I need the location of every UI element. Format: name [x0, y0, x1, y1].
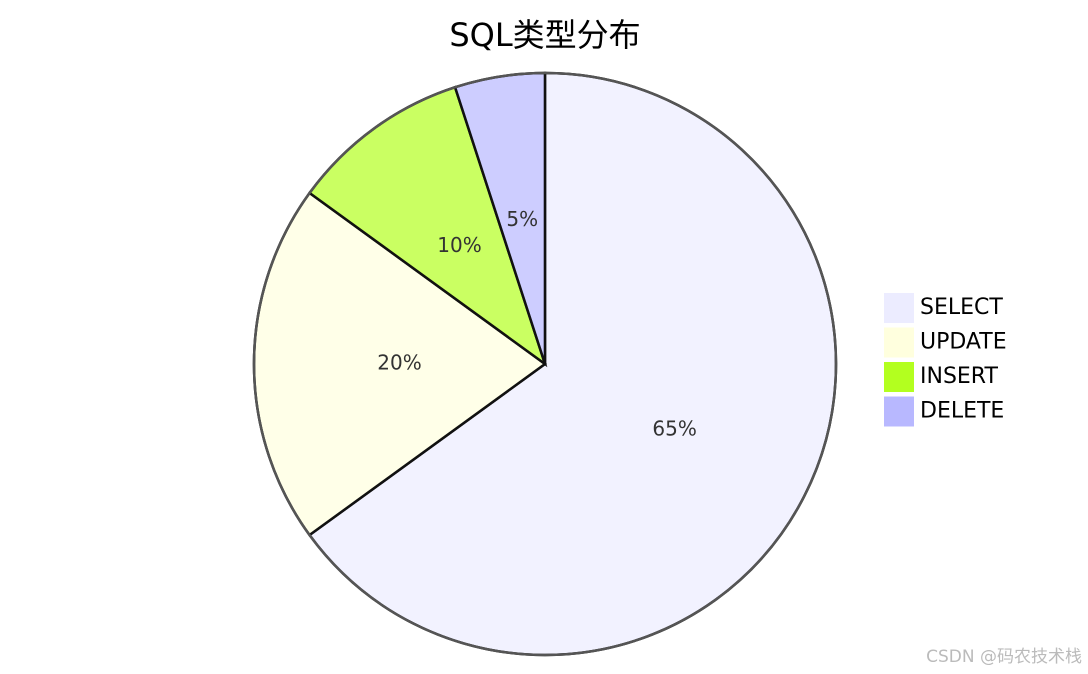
watermark: CSDN @码农技术栈	[926, 647, 1082, 667]
data-label: 10%	[437, 233, 481, 257]
legend-swatch	[884, 362, 914, 392]
legend-swatch	[884, 327, 914, 358]
legend-label: SELECT	[920, 295, 1003, 320]
legend-label: UPDATE	[920, 330, 1007, 355]
data-label: 65%	[652, 417, 696, 441]
legend-swatch	[884, 396, 914, 427]
legend-label: DELETE	[920, 399, 1004, 424]
data-label: 5%	[506, 207, 538, 231]
legend-swatch	[884, 293, 914, 323]
pie-outline	[252, 71, 838, 657]
chart-title: SQL类型分布	[449, 16, 640, 54]
legend-label: INSERT	[920, 364, 998, 389]
data-label: 20%	[377, 351, 421, 375]
